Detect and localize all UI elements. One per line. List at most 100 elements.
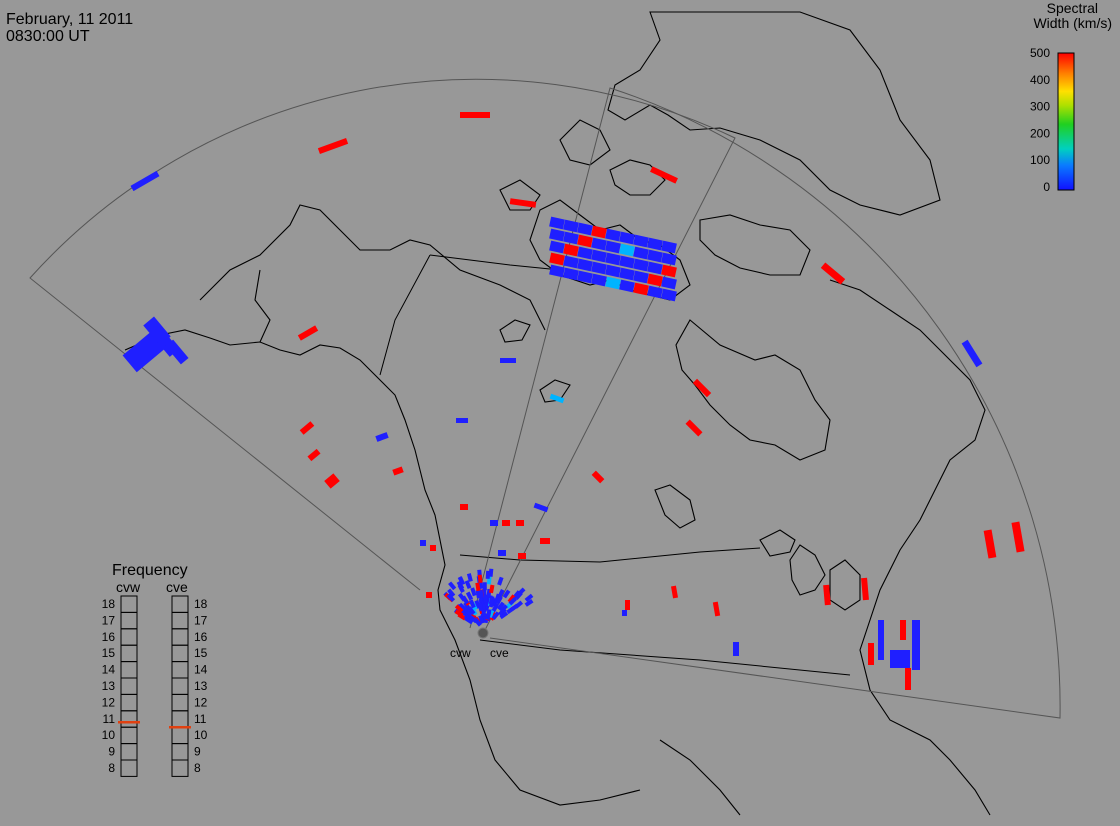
frequency-cell — [120, 628, 138, 646]
scatter-cell — [297, 325, 319, 341]
scatter-cell — [647, 237, 663, 251]
scatter-cell — [619, 243, 635, 257]
frequency-cell — [171, 628, 189, 646]
scatter-cell — [647, 249, 663, 263]
scatter-cell — [625, 600, 630, 610]
scatter-cell — [540, 538, 550, 544]
frequency-cell — [120, 743, 138, 761]
scatter-cell — [457, 584, 465, 593]
scatter-cell — [733, 642, 739, 656]
scatter-cell — [661, 252, 677, 266]
scatter-cell — [518, 553, 526, 559]
scatter-cell — [516, 520, 524, 526]
frequency-scale-label: 10 — [194, 728, 208, 742]
scatter-cell — [430, 545, 436, 551]
scatter-cell — [165, 339, 189, 365]
frequency-cell — [171, 644, 189, 663]
scatter-cell — [375, 432, 389, 442]
scatter-cell — [468, 615, 478, 624]
scatter-cell — [447, 588, 456, 598]
scatter-cell — [549, 264, 565, 278]
scatter-cell — [499, 611, 509, 620]
scatter-cell — [983, 529, 997, 559]
scatter-cell — [491, 611, 500, 621]
scatter-cell — [619, 279, 635, 293]
scatter-cell — [498, 550, 506, 556]
frequency-scale-label: 11 — [103, 712, 116, 726]
scatter-cell — [392, 466, 404, 476]
scatter-cell — [460, 504, 468, 510]
scatter-cell — [605, 276, 621, 290]
frequency-scale-label: 11 — [194, 712, 207, 726]
scatter-cell — [483, 594, 488, 603]
scatter-cell — [619, 231, 635, 245]
scatter-cell — [507, 594, 516, 604]
backscatter-cells — [122, 112, 1025, 690]
scatter-cell — [524, 593, 534, 602]
scatter-cell — [868, 643, 874, 665]
scatter-cell — [477, 574, 483, 584]
scatter-cell — [324, 473, 340, 489]
scatter-cell — [878, 620, 884, 660]
scatter-cell — [563, 231, 579, 245]
scatter-cell — [563, 255, 579, 269]
scatter-cell — [591, 470, 605, 484]
colorbar-tick: 200 — [1030, 126, 1050, 140]
frequency-scale-label: 9 — [194, 745, 201, 759]
coastlines — [124, 11, 991, 816]
colorbar-tick: 100 — [1030, 153, 1050, 167]
scatter-cell — [670, 585, 679, 599]
scatter-cell — [549, 216, 565, 230]
scatter-cell — [420, 540, 426, 546]
frequency-scale-label: 16 — [102, 630, 116, 644]
frequency-title: Frequency — [112, 562, 188, 579]
scatter-cell — [496, 601, 505, 611]
frequency-scale-label: 12 — [194, 695, 208, 709]
frequency-scale-label: 13 — [102, 679, 116, 693]
frequency-label-cve: cve — [166, 579, 188, 595]
scatter-cell — [563, 267, 579, 281]
frequency-scale-label: 13 — [194, 679, 208, 693]
colorbar-tick: 500 — [1030, 46, 1050, 60]
scatter-cell — [549, 252, 565, 266]
scatter-cell — [633, 282, 649, 296]
scatter-cell — [467, 606, 476, 615]
frequency-scale-label: 8 — [108, 761, 115, 775]
scatter-cell — [633, 234, 649, 248]
frequency-scale-label: 10 — [102, 728, 116, 742]
time-label: 0830:00 UT — [6, 28, 90, 45]
borders — [379, 254, 851, 676]
scatter-cell — [661, 240, 677, 254]
scatter-cell — [820, 262, 846, 285]
scatter-cell — [454, 604, 464, 613]
radar-site-marker — [477, 627, 489, 639]
frequency-cell — [171, 611, 189, 630]
scatter-cell — [605, 240, 621, 254]
colorbar: Spectral Width (km/s) 500 400 300 200 100 0 — [1030, 0, 1112, 194]
scatter-cell — [307, 448, 321, 462]
frequency-cell — [171, 661, 189, 679]
frequency-scale-label: 18 — [194, 597, 208, 611]
frequency-scale-label: 15 — [102, 646, 116, 660]
radar-label-cve: cve — [490, 646, 509, 660]
scatter-cell — [426, 592, 432, 598]
scatter-cell — [490, 520, 498, 526]
scatter-cell — [466, 573, 473, 582]
frequency-cell — [171, 595, 189, 613]
scatter-cell — [650, 166, 678, 184]
scatter-cell — [890, 650, 910, 668]
scatter-cell — [485, 570, 491, 579]
scatter-cell — [577, 258, 593, 272]
scatter-cell — [661, 276, 677, 290]
scatter-cell — [905, 668, 911, 690]
scatter-cell — [549, 228, 565, 242]
scatter-cell — [130, 170, 160, 192]
scatter-cell — [605, 252, 621, 266]
scatter-cell — [591, 237, 607, 251]
scatter-cell — [448, 581, 457, 591]
radar-label-cvw: cvw — [450, 646, 471, 660]
scatter-cell — [591, 249, 607, 263]
scatter-cell — [1011, 521, 1025, 553]
scatter-cell — [549, 393, 565, 404]
scatter-cell — [591, 273, 607, 287]
